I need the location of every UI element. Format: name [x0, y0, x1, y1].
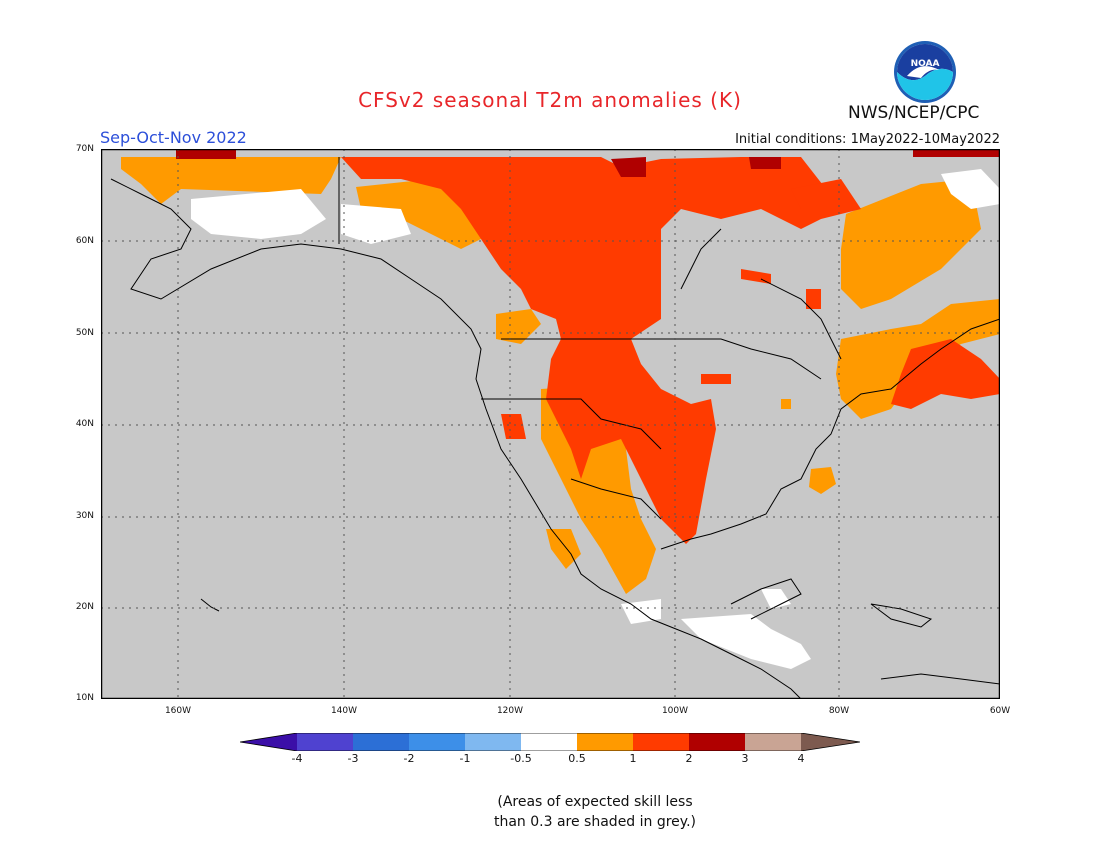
colorbar-label-2: 2 — [685, 752, 693, 765]
colorbar-seg-7 — [577, 733, 633, 751]
logo-text: NOAA — [911, 59, 940, 69]
lat-label-40n: 40N — [75, 419, 94, 429]
coastlines — [110, 157, 1000, 699]
agency-label: NWS/NCEP/CPC — [848, 103, 980, 123]
lon-label-60w: 60W — [989, 706, 1011, 716]
colorbar-seg-4 — [409, 733, 465, 751]
lon-label-100w: 100W — [661, 706, 689, 716]
colorbar-seg-2 — [297, 733, 353, 751]
colorbar-seg-11 — [801, 733, 860, 751]
lat-label-20n: 20N — [75, 602, 94, 612]
lon-label-160w: 160W — [164, 706, 192, 716]
lat-label-50n: 50N — [75, 328, 94, 338]
colorbar-seg-1 — [240, 733, 297, 751]
graticule — [101, 149, 1000, 699]
anomaly-2-to-3-region — [176, 149, 1000, 177]
lon-label-80w: 80W — [828, 706, 850, 716]
lat-label-10n: 10N — [75, 693, 94, 703]
colorbar-seg-6 — [521, 733, 577, 751]
colorbar-label-3: 3 — [741, 752, 749, 765]
lat-label-60n: 60N — [75, 236, 94, 246]
colorbar-label-1: 1 — [629, 752, 637, 765]
colorbar-seg-10 — [745, 733, 801, 751]
initial-conditions-label: Initial conditions: 1May2022-10May2022 — [735, 132, 1000, 147]
season-label: Sep-Oct-Nov 2022 — [100, 128, 247, 147]
colorbar-seg-3 — [353, 733, 409, 751]
skill-note-line1: (Areas of expected skill less — [497, 794, 693, 810]
colorbar-label-neg1: -1 — [459, 752, 471, 765]
noaa-logo: NOAA — [894, 41, 956, 103]
colorbar-label-neg4: -4 — [291, 752, 303, 765]
lon-label-140w: 140W — [330, 706, 358, 716]
lat-label-70n: 70N — [75, 144, 94, 154]
colorbar-seg-5 — [465, 733, 521, 751]
colorbar-label-4: 4 — [797, 752, 805, 765]
colorbar-label-neg0-5: -0.5 — [510, 752, 532, 765]
skill-note: (Areas of expected skill less than 0.3 a… — [470, 792, 720, 832]
lat-label-30n: 30N — [75, 511, 94, 521]
colorbar-seg-8 — [633, 733, 689, 751]
chart-title: CFSv2 seasonal T2m anomalies (K) — [358, 88, 742, 112]
colorbar-label-0-5: 0.5 — [568, 752, 586, 765]
skill-note-line2: than 0.3 are shaded in grey.) — [493, 814, 696, 830]
near-normal-region — [191, 169, 1000, 669]
anomaly-map — [101, 149, 1000, 699]
map-frame — [101, 149, 1000, 699]
colorbar-label-neg3: -3 — [347, 752, 359, 765]
lon-label-120w: 120W — [496, 706, 524, 716]
colorbar — [240, 733, 860, 751]
colorbar-label-neg2: -2 — [403, 752, 415, 765]
colorbar-seg-9 — [689, 733, 745, 751]
